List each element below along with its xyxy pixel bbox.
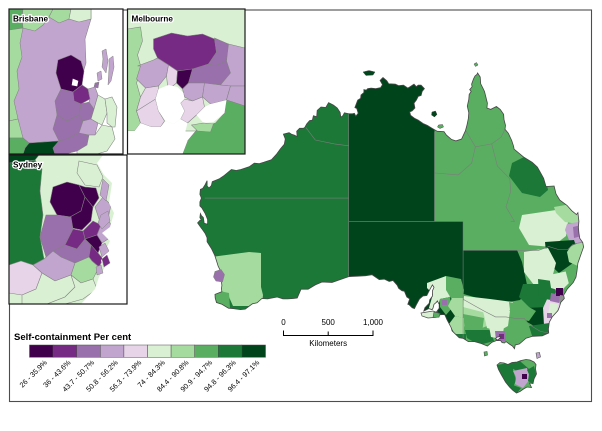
svg-text:1,000: 1,000 bbox=[363, 318, 384, 327]
svg-text:500: 500 bbox=[322, 318, 336, 327]
svg-text:Brisbane: Brisbane bbox=[13, 15, 48, 24]
svg-text:Self-containment Per cent: Self-containment Per cent bbox=[14, 332, 132, 343]
svg-text:Sydney: Sydney bbox=[13, 161, 43, 170]
svg-text:0: 0 bbox=[281, 318, 286, 327]
svg-text:Melbourne: Melbourne bbox=[132, 15, 174, 24]
svg-text:Kilometers: Kilometers bbox=[309, 339, 347, 348]
